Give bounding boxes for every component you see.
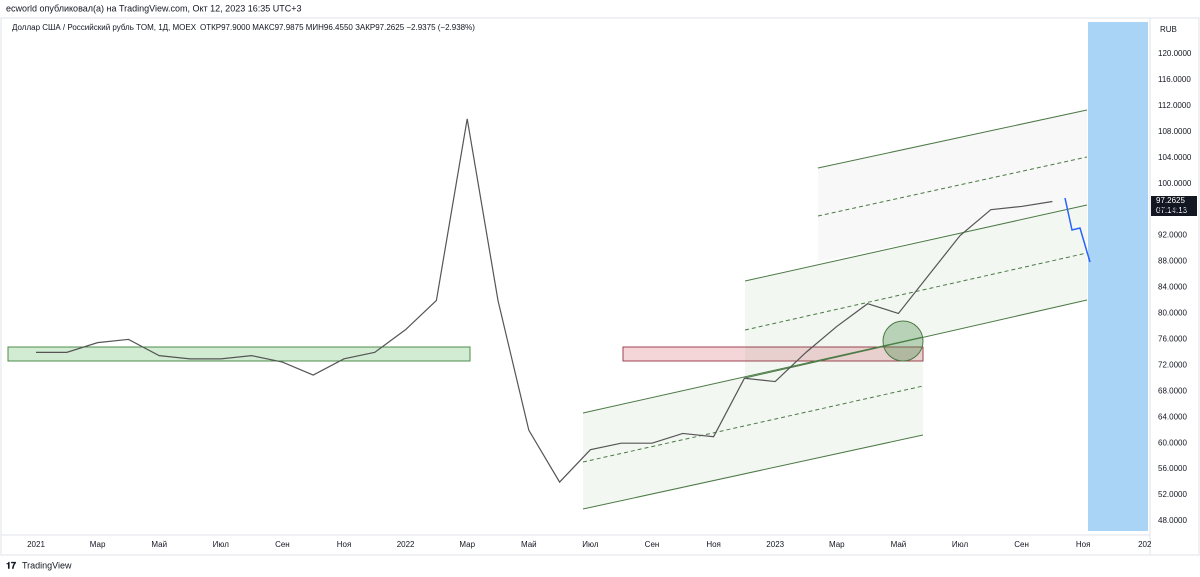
x-tick-label: 2022: [397, 540, 415, 549]
currency: RUB: [1160, 25, 1177, 34]
channel-mid: [817, 156, 1088, 217]
x-tick-label: Май: [151, 540, 167, 549]
y-tick-label: 120.0000: [1158, 49, 1192, 58]
countdown: 07:14:13: [1156, 206, 1188, 215]
y-tick-label: 116.0000: [1158, 75, 1191, 84]
channel-line: [744, 299, 1088, 379]
last-price-box: [1151, 196, 1197, 216]
y-tick-label: 76.0000: [1158, 334, 1187, 343]
x-tick-label: 2023: [766, 540, 784, 549]
x-tick-label: Июл: [213, 540, 230, 549]
y-tick-label: 68.0000: [1158, 386, 1187, 395]
y-tick-label: 48.0000: [1158, 516, 1187, 525]
y-tick-label: 104.0000: [1158, 153, 1192, 162]
y-tick-label: 96.0000: [1158, 205, 1187, 214]
y-tick-label: 60.0000: [1158, 438, 1187, 447]
y-tick-label: 108.0000: [1158, 127, 1192, 136]
y-tick-label: 52.0000: [1158, 490, 1187, 499]
x-tick-label: Мар: [459, 540, 475, 549]
price-line: [36, 118, 1053, 484]
channel-line: [817, 109, 1088, 169]
x-tick-label: Сен: [1014, 540, 1029, 549]
channel-line: [744, 204, 1088, 282]
y-tick-label: 92.0000: [1158, 231, 1187, 240]
channel-fill: [818, 110, 1087, 262]
x-tick-label: Мар: [829, 540, 845, 549]
brand-logo: 𝟏𝟕: [6, 560, 16, 570]
channel-line: [582, 336, 924, 414]
channel-fill: [583, 337, 923, 509]
x-tick-label: Сен: [275, 540, 290, 549]
chart-title: Доллар США / Российский рубль TOM, 1Д, M…: [12, 23, 197, 32]
y-tick-label: 80.0000: [1158, 309, 1187, 318]
x-tick-label: Сен: [645, 540, 660, 549]
forecast-path: [1064, 197, 1091, 263]
support-zone: [7, 346, 471, 362]
frame: [0, 17, 1200, 556]
y-tick-label: 100.0000: [1158, 179, 1192, 188]
highlight-circle: [882, 320, 924, 362]
channel-mid: [582, 385, 924, 463]
publish-header: ecworld опубликовал(а) на TradingView.co…: [6, 3, 302, 13]
x-tick-label: Июл: [952, 540, 969, 549]
x-tick-label: 202: [1138, 540, 1152, 549]
last-price: 97.2625: [1156, 196, 1185, 205]
y-tick-label: 56.0000: [1158, 464, 1187, 473]
x-tick-label: Июл: [582, 540, 599, 549]
ohlc: ОТКР97.9000 МАКС97.9875 МИН96.4550 ЗАКР9…: [200, 23, 475, 32]
x-tick-label: Ноя: [337, 540, 352, 549]
x-tick-label: 2021: [27, 540, 45, 549]
brand: TradingView: [22, 560, 72, 570]
y-tick-label: 88.0000: [1158, 257, 1187, 266]
y-tick-label: 112.0000: [1158, 101, 1191, 110]
channel-line: [582, 434, 924, 510]
y-tick-label: 64.0000: [1158, 412, 1187, 421]
resistance-zone: [622, 346, 924, 362]
time-zone: [1088, 22, 1148, 531]
y-tick-label: 84.0000: [1158, 283, 1187, 292]
x-tick-label: Мар: [90, 540, 106, 549]
x-tick-label: Май: [891, 540, 907, 549]
x-tick-label: Ноя: [1076, 540, 1091, 549]
x-tick-label: Ноя: [706, 540, 721, 549]
y-tick-label: 72.0000: [1158, 360, 1187, 369]
x-tick-label: Май: [521, 540, 537, 549]
